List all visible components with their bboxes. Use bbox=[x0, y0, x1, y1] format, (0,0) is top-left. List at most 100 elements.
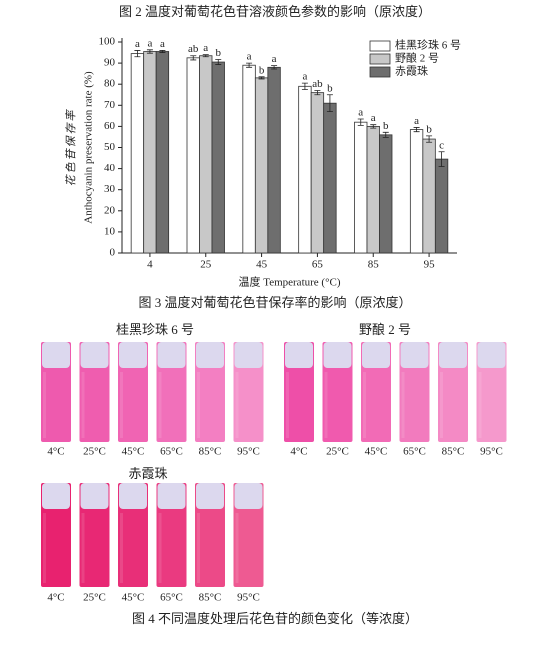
error-bar bbox=[382, 131, 389, 138]
tube-shine bbox=[197, 372, 200, 438]
figure-caption: 图 4 不同温度处理后花色苷的颜色变化（等浓度） bbox=[132, 611, 418, 626]
tube-shine bbox=[235, 372, 239, 438]
tube-cap bbox=[119, 483, 147, 509]
tube-shine bbox=[43, 372, 46, 438]
y-tick-label: 10 bbox=[104, 225, 116, 237]
error-bar bbox=[370, 124, 377, 129]
tube-cap bbox=[196, 342, 224, 368]
error-bar bbox=[215, 59, 222, 65]
bar bbox=[143, 51, 157, 254]
bar bbox=[130, 53, 145, 254]
error-bar bbox=[202, 54, 209, 58]
x-axis-label: 温度 Temperature (°C) bbox=[239, 275, 341, 289]
error-bar bbox=[190, 55, 197, 61]
y-tick-label: 40 bbox=[104, 162, 116, 174]
significance-label: b bbox=[383, 120, 389, 132]
figure-caption: 图 3 温度对葡萄花色苷保存率的影响（原浓度） bbox=[138, 295, 411, 310]
tube-label: 25°C bbox=[326, 446, 349, 458]
y-tick-label: 60 bbox=[104, 120, 116, 132]
tube-shine bbox=[286, 372, 289, 438]
tube-shine bbox=[158, 372, 162, 438]
tube-cap bbox=[80, 483, 109, 509]
significance-label: a bbox=[302, 71, 307, 83]
tube-label: 65°C bbox=[403, 446, 426, 458]
tube-label: 85°C bbox=[442, 446, 465, 458]
bar bbox=[254, 77, 269, 254]
bar bbox=[186, 57, 200, 254]
tube-label: 4°C bbox=[47, 592, 64, 604]
y-tick-label: 100 bbox=[99, 36, 116, 48]
legend-label: 野酿 2 号 bbox=[395, 51, 439, 65]
x-tick-label: 95 bbox=[424, 259, 436, 271]
significance-label: a bbox=[135, 38, 140, 50]
tube-shine bbox=[324, 372, 328, 438]
significance-label: ab bbox=[312, 78, 323, 90]
y-tick-label: 70 bbox=[104, 99, 116, 111]
bar bbox=[267, 66, 281, 254]
tube-label: 85°C bbox=[199, 446, 222, 458]
tube-cap bbox=[323, 342, 352, 368]
tube-label: 95°C bbox=[237, 446, 260, 458]
error-bar bbox=[271, 65, 278, 70]
significance-label: a bbox=[272, 53, 277, 65]
tube-shine bbox=[478, 372, 482, 438]
tube-shine bbox=[81, 513, 85, 583]
significance-label: b bbox=[216, 47, 222, 59]
tube-shine bbox=[120, 372, 123, 438]
tube-shine bbox=[81, 372, 85, 438]
bar bbox=[155, 51, 170, 254]
bar bbox=[323, 102, 337, 254]
bar bbox=[409, 129, 424, 254]
tube-label: 45°C bbox=[122, 592, 145, 604]
tube-cap bbox=[439, 342, 467, 368]
tube-label: 4°C bbox=[47, 446, 64, 458]
bar bbox=[242, 64, 256, 254]
tube-label: 65°C bbox=[160, 592, 183, 604]
x-tick-label: 65 bbox=[312, 259, 324, 271]
error-bar bbox=[246, 62, 253, 68]
bar bbox=[366, 126, 380, 254]
x-tick-label: 25 bbox=[200, 259, 212, 271]
tube-shine bbox=[158, 513, 162, 583]
legend-label: 桂黑珍珠 6 号 bbox=[395, 38, 461, 52]
tube-cap bbox=[157, 483, 186, 509]
bar bbox=[354, 121, 368, 254]
bar bbox=[379, 134, 393, 254]
tube-cap bbox=[285, 342, 313, 368]
error-bar bbox=[413, 127, 420, 133]
tube-cap bbox=[400, 342, 429, 368]
tube-shine bbox=[197, 513, 200, 583]
tube-shine bbox=[363, 372, 366, 438]
tube-shine bbox=[235, 513, 239, 583]
tube-label: 95°C bbox=[480, 446, 503, 458]
error-bar bbox=[159, 50, 166, 53]
header-caption: 图 2 温度对葡萄花色苷溶液颜色参数的影响（原浓度） bbox=[119, 4, 431, 19]
error-bar bbox=[258, 76, 265, 80]
tube-label: 25°C bbox=[83, 592, 106, 604]
significance-label: a bbox=[371, 112, 376, 124]
legend-swatch bbox=[369, 40, 391, 52]
y-tick-label: 50 bbox=[104, 141, 116, 153]
bar bbox=[310, 92, 325, 254]
bar bbox=[298, 85, 312, 254]
legend-swatch bbox=[369, 53, 391, 65]
significance-label: a bbox=[160, 38, 165, 50]
tube-shine bbox=[440, 372, 443, 438]
panel-title: 赤霞珠 bbox=[128, 466, 167, 481]
tube-cap bbox=[362, 342, 390, 368]
tube-cap bbox=[80, 342, 109, 368]
tube-shine bbox=[43, 513, 46, 583]
tube-cap bbox=[157, 342, 186, 368]
y-tick-label: 90 bbox=[104, 57, 116, 69]
tube-cap bbox=[196, 483, 224, 509]
y-tick-label: 0 bbox=[110, 247, 116, 259]
error-bar bbox=[301, 82, 308, 90]
tube-shine bbox=[120, 513, 123, 583]
bar bbox=[434, 158, 449, 254]
error-bar bbox=[438, 151, 445, 167]
legend-swatch bbox=[369, 66, 391, 78]
y-tick-label: 30 bbox=[104, 183, 116, 195]
significance-label: ab bbox=[188, 43, 199, 55]
y-axis-label: Anthocyanin preservation rate (%) bbox=[83, 71, 95, 224]
